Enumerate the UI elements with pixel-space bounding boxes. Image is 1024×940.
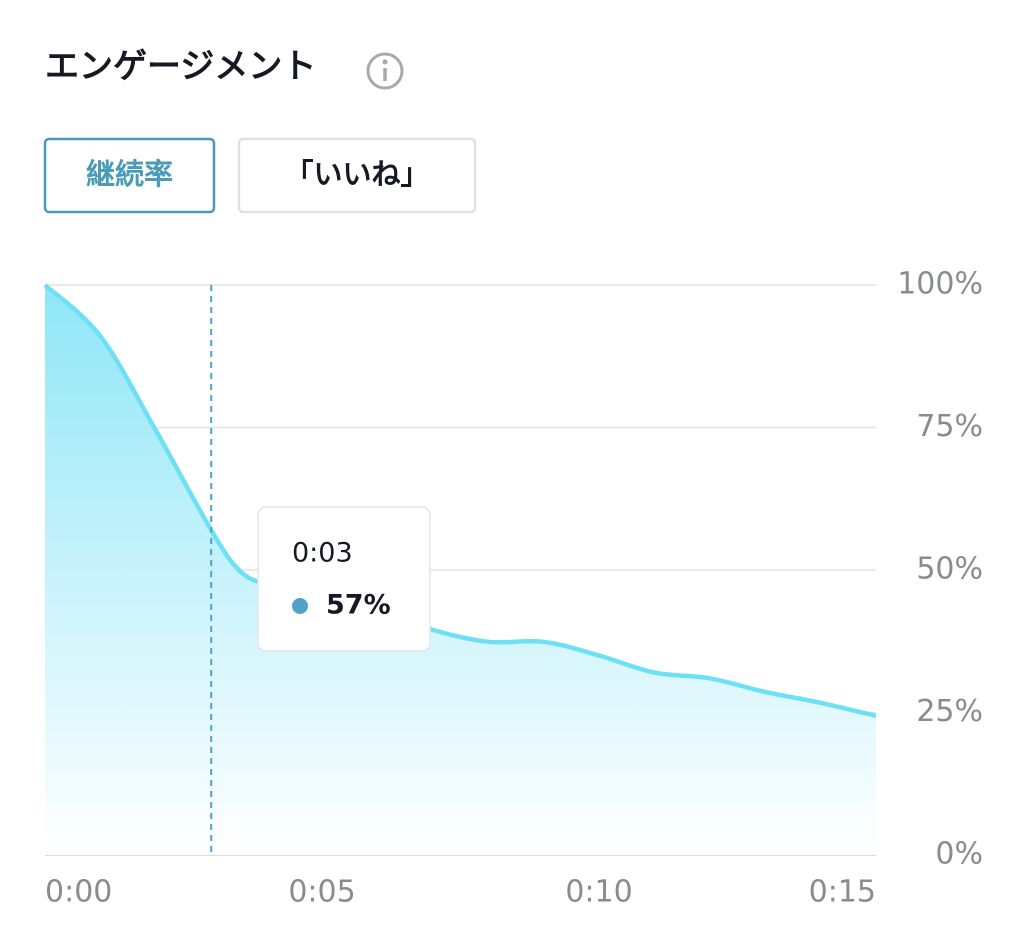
tab-button[interactable] [237,137,477,214]
tooltip-x: 0:03 [292,538,353,569]
y-tick-label: 100% [897,267,983,302]
y-tick-label: 25% [916,694,983,729]
tooltip-dot [292,598,308,614]
y-tick-label: 75% [916,409,983,444]
chart-title: エンゲージメント [45,47,316,87]
x-tick-label: 0:10 [565,875,632,910]
y-tick-label: 50% [916,552,983,587]
info-icon[interactable] [366,52,404,90]
tooltip-box [257,506,431,652]
tooltip-value: 57% [326,590,391,621]
x-tick-label: 0:00 [45,875,112,910]
tab-label[interactable]: 継続率 [86,157,173,191]
tab-label[interactable]: 「いいね」 [284,157,429,191]
y-tick-label: 0% [935,837,983,872]
x-tick-label: 0:15 [809,875,876,910]
tab-button[interactable] [43,137,216,214]
area [45,285,876,855]
x-tick-label: 0:05 [288,875,355,910]
